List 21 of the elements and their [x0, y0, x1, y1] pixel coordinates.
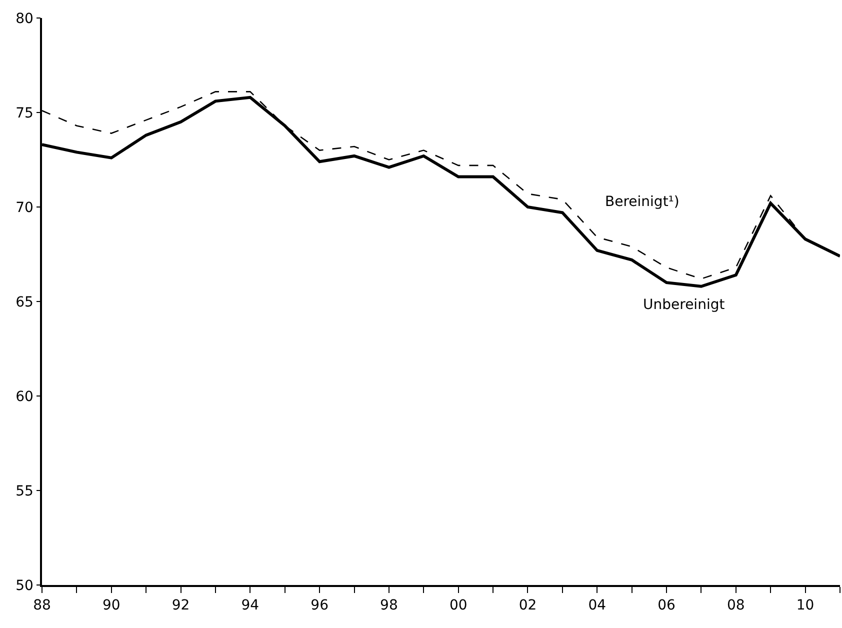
x-tick-label: 98 — [380, 598, 398, 614]
x-tick-label: 00 — [449, 598, 468, 614]
x-tick-label: 92 — [172, 598, 190, 614]
y-tick-label: 50 — [16, 578, 34, 594]
x-tick-label: 88 — [33, 598, 51, 614]
series-label: Bereinigt¹) — [605, 194, 680, 210]
y-tick-label: 75 — [16, 105, 34, 122]
y-tick-label: 65 — [16, 294, 34, 310]
x-tick-label: 10 — [796, 598, 814, 614]
x-tick-label: 02 — [518, 598, 537, 614]
x-tick-label: 08 — [726, 598, 745, 614]
x-tick-label: 04 — [588, 598, 606, 614]
x-tick-label: 90 — [102, 598, 120, 614]
series-label: Unbereinigt — [643, 297, 726, 313]
y-tick-label: 80 — [16, 10, 34, 27]
x-tick-label: 96 — [310, 598, 329, 614]
y-tick-label: 55 — [16, 483, 34, 500]
x-tick-label: 06 — [658, 598, 676, 614]
x-tick-label: 94 — [241, 598, 260, 614]
y-tick-label: 70 — [16, 200, 34, 216]
y-tick-label: 60 — [16, 388, 34, 405]
